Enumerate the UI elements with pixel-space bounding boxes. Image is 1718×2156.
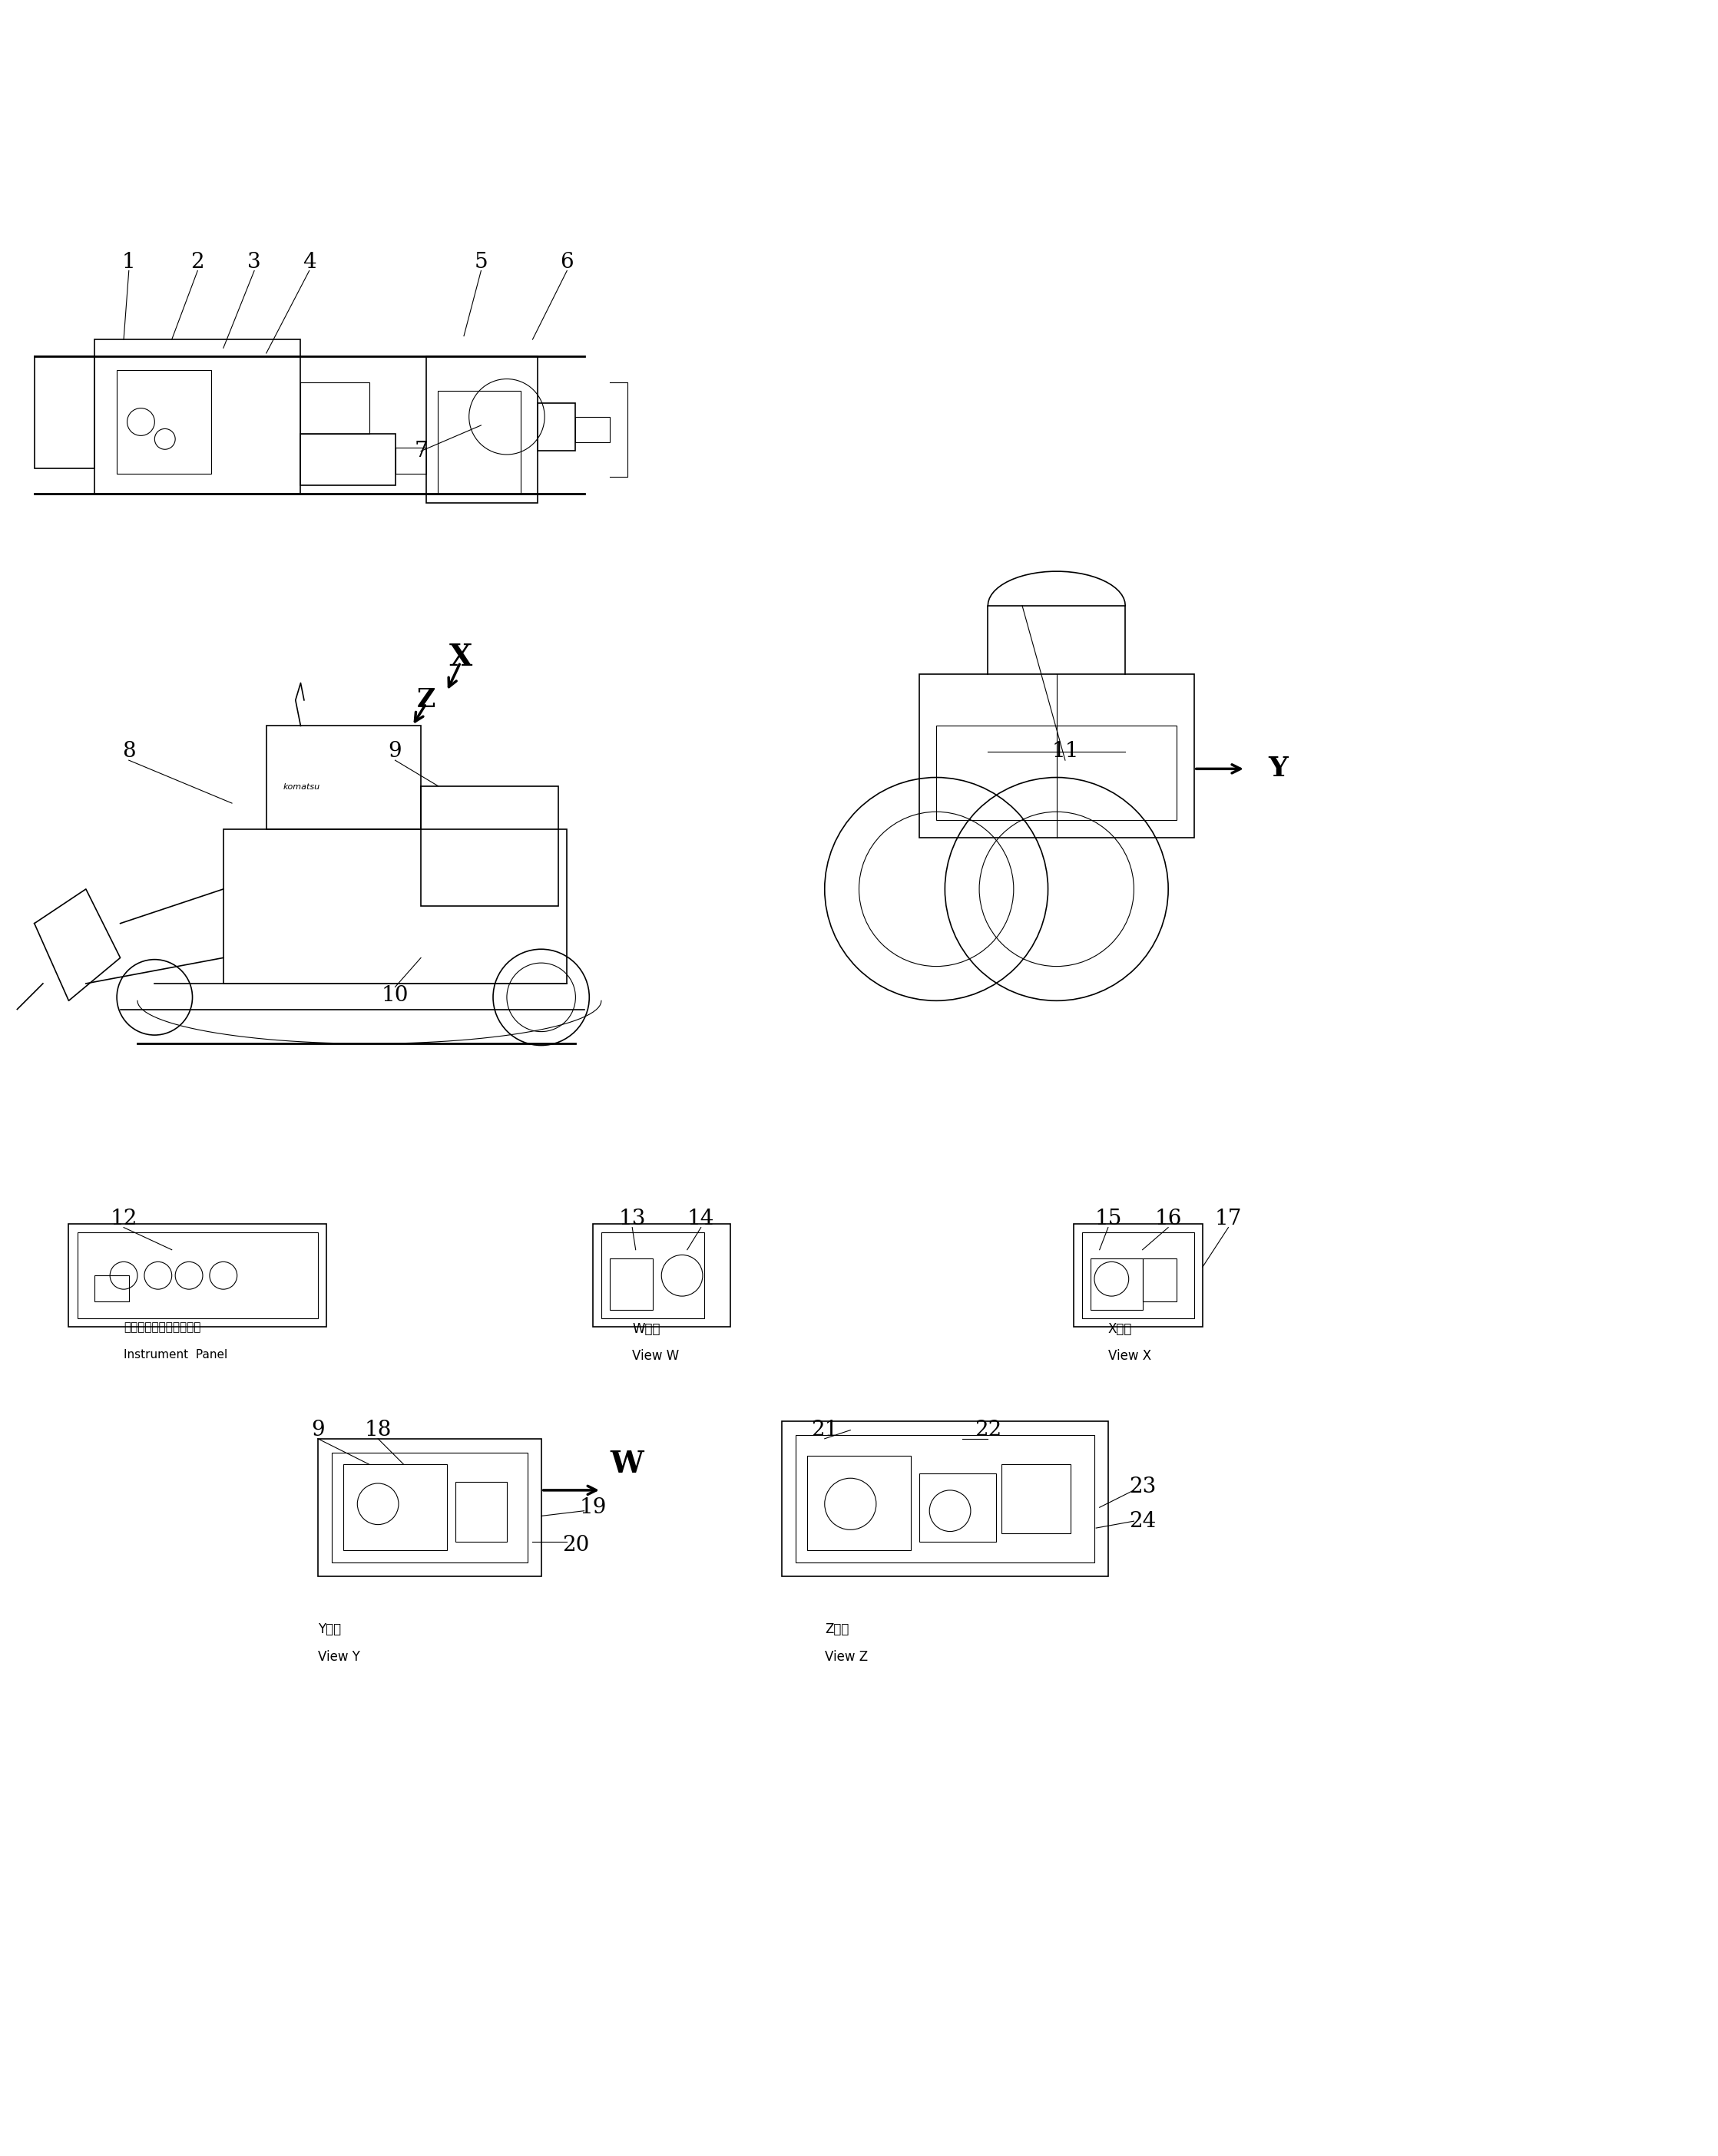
Bar <box>576 416 610 442</box>
Text: X: X <box>448 642 472 673</box>
Text: 5: 5 <box>474 252 488 272</box>
Text: 1: 1 <box>122 252 136 272</box>
Bar <box>438 390 521 494</box>
Text: View Y: View Y <box>318 1649 361 1664</box>
Bar <box>223 828 567 983</box>
Text: 16: 16 <box>1154 1210 1182 1229</box>
Bar <box>421 787 558 906</box>
Text: インスツルメントパネル: インスツルメントパネル <box>124 1322 201 1332</box>
Bar <box>301 382 369 433</box>
Bar <box>919 675 1194 837</box>
Bar <box>94 338 301 494</box>
Bar <box>455 1481 507 1542</box>
Bar <box>77 1233 318 1319</box>
Bar <box>1082 1233 1194 1319</box>
Text: 23: 23 <box>1129 1477 1156 1496</box>
Text: View Z: View Z <box>825 1649 868 1664</box>
Text: 10: 10 <box>381 985 409 1007</box>
Bar <box>1091 1259 1142 1311</box>
Text: 9: 9 <box>311 1421 325 1440</box>
Text: Y　視: Y 視 <box>318 1623 340 1636</box>
Text: 11: 11 <box>1051 742 1079 761</box>
Text: Z: Z <box>417 688 435 714</box>
Text: 9: 9 <box>388 742 402 761</box>
Text: 2: 2 <box>191 252 204 272</box>
Text: W: W <box>610 1449 644 1479</box>
Bar <box>34 356 94 468</box>
Bar <box>69 1225 326 1328</box>
Text: View W: View W <box>632 1350 679 1363</box>
Text: 13: 13 <box>618 1210 646 1229</box>
Bar <box>332 1453 527 1563</box>
Text: 18: 18 <box>364 1421 392 1440</box>
Text: 7: 7 <box>414 440 428 461</box>
Bar <box>94 1276 129 1302</box>
Bar <box>318 1438 541 1576</box>
Text: Y: Y <box>1268 757 1288 783</box>
Bar <box>538 403 576 451</box>
Text: Z　視: Z 視 <box>825 1623 849 1636</box>
Bar <box>117 371 211 474</box>
Text: 22: 22 <box>974 1421 1002 1440</box>
Bar <box>782 1421 1108 1576</box>
Bar <box>1142 1259 1177 1302</box>
Bar <box>601 1233 704 1319</box>
Bar <box>936 727 1177 821</box>
Text: 15: 15 <box>1094 1210 1122 1229</box>
Text: 6: 6 <box>560 252 574 272</box>
Bar <box>795 1436 1094 1563</box>
Text: 3: 3 <box>247 252 261 272</box>
Bar <box>395 448 426 474</box>
Bar <box>344 1464 447 1550</box>
Bar <box>266 727 421 828</box>
Text: 24: 24 <box>1129 1511 1156 1531</box>
Text: View X: View X <box>1108 1350 1151 1363</box>
Text: 4: 4 <box>302 252 316 272</box>
Text: 8: 8 <box>122 742 136 761</box>
Text: 21: 21 <box>811 1421 838 1440</box>
Text: komatsu: komatsu <box>283 783 321 791</box>
Bar <box>1074 1225 1203 1328</box>
Text: 14: 14 <box>687 1210 715 1229</box>
Text: 20: 20 <box>562 1535 589 1554</box>
Text: W　視: W 視 <box>632 1322 660 1337</box>
Bar <box>919 1473 996 1542</box>
Text: Instrument  Panel: Instrument Panel <box>124 1350 227 1360</box>
Bar <box>610 1259 653 1311</box>
Text: 17: 17 <box>1215 1210 1242 1229</box>
Bar <box>426 356 538 502</box>
Bar <box>301 433 395 485</box>
Bar <box>1002 1464 1070 1533</box>
Text: X　視: X 視 <box>1108 1322 1132 1337</box>
Text: 19: 19 <box>579 1496 606 1518</box>
Bar <box>593 1225 730 1328</box>
Text: 12: 12 <box>110 1210 137 1229</box>
Bar <box>807 1455 911 1550</box>
